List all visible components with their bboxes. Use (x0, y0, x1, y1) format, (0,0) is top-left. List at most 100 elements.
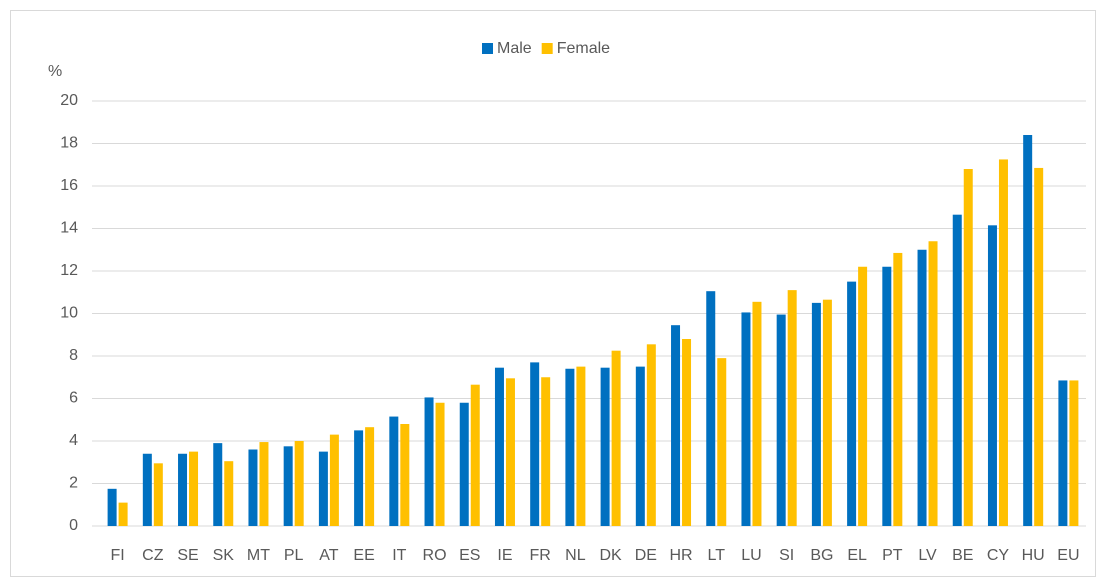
x-tick-label: HR (669, 547, 692, 564)
x-tick-label: PL (284, 547, 304, 564)
x-tick-label: LT (708, 547, 726, 564)
bar (435, 402, 445, 526)
bar (224, 461, 234, 526)
bar (389, 416, 399, 526)
bar (1023, 135, 1033, 526)
x-tick-label: LU (741, 547, 761, 564)
bar (400, 424, 410, 526)
bar (998, 159, 1008, 526)
bar (682, 339, 692, 526)
x-tick-label: SI (779, 547, 794, 564)
x-tick-label: SE (177, 547, 198, 564)
bar (600, 367, 610, 526)
bar (776, 314, 786, 526)
x-tick-label: EL (847, 547, 867, 564)
y-tick-label: 20 (60, 92, 78, 109)
bar (294, 441, 304, 526)
bar (917, 249, 927, 526)
y-tick-label: 8 (69, 347, 78, 364)
bar (530, 362, 540, 526)
bar (153, 463, 163, 526)
y-tick-label: 2 (69, 475, 78, 492)
x-tick-label: CZ (142, 547, 164, 564)
bar (494, 367, 504, 526)
bar (952, 214, 962, 526)
bar (1058, 380, 1068, 526)
bar (1034, 167, 1044, 526)
bar (858, 266, 868, 526)
x-tick-label: SK (213, 547, 235, 564)
bar (741, 312, 751, 526)
y-axis-label: % (48, 63, 62, 80)
x-tick-label: IT (392, 547, 406, 564)
bar (329, 434, 339, 526)
bar (928, 241, 938, 526)
bar (671, 325, 681, 526)
bar (541, 377, 551, 526)
bar (189, 451, 199, 526)
bar (646, 344, 656, 526)
legend-label: Female (557, 40, 610, 57)
x-tick-label: EE (353, 547, 374, 564)
legend-swatch (482, 43, 493, 54)
x-tick-label: PT (882, 547, 903, 564)
bar (118, 502, 128, 526)
y-tick-label: 16 (60, 177, 78, 194)
bar (752, 301, 762, 526)
x-tick-label: BE (952, 547, 973, 564)
bar (248, 449, 258, 526)
bar (565, 368, 575, 526)
bar (107, 488, 117, 526)
x-tick-label: DE (635, 547, 657, 564)
bar (893, 252, 903, 526)
x-tick-label: IE (497, 547, 512, 564)
x-tick-label: HU (1022, 547, 1045, 564)
bar (142, 453, 152, 526)
x-tick-label: CY (987, 547, 1010, 564)
y-tick-label: 4 (69, 432, 78, 449)
bar (811, 302, 821, 526)
x-tick-label: ES (459, 547, 480, 564)
bar (259, 442, 269, 526)
y-tick-label: 0 (69, 517, 78, 534)
x-tick-label: DK (599, 547, 622, 564)
x-tick-label: RO (423, 547, 447, 564)
x-tick-label: MT (247, 547, 270, 564)
bar (706, 291, 716, 526)
bar (365, 427, 375, 526)
x-tick-label: AT (319, 547, 338, 564)
bar (505, 378, 515, 526)
x-tick-label: FI (110, 547, 124, 564)
bar (882, 266, 892, 526)
bar (963, 169, 973, 526)
x-tick-label: LV (918, 547, 937, 564)
bar (213, 443, 223, 526)
x-tick-label: BG (810, 547, 833, 564)
legend-swatch (541, 43, 553, 54)
legend-label: Male (497, 40, 532, 57)
bar (635, 366, 645, 526)
bar (354, 430, 364, 526)
x-tick-label: NL (565, 547, 586, 564)
x-tick-label: FR (530, 547, 551, 564)
x-tick-label: EU (1057, 547, 1079, 564)
bar (318, 451, 328, 526)
bar (987, 225, 997, 526)
bar (822, 299, 832, 526)
bar (717, 358, 727, 526)
y-tick-label: 6 (69, 390, 78, 407)
bar (611, 350, 621, 526)
bar (459, 402, 469, 526)
y-tick-label: 18 (60, 135, 78, 152)
bar (470, 384, 480, 526)
bar (424, 397, 434, 526)
bar (178, 453, 188, 526)
bar (283, 446, 293, 526)
bar (847, 281, 857, 526)
y-tick-label: 12 (60, 262, 78, 279)
y-tick-label: 14 (60, 220, 78, 237)
bar (576, 366, 586, 526)
bar (1069, 380, 1079, 526)
